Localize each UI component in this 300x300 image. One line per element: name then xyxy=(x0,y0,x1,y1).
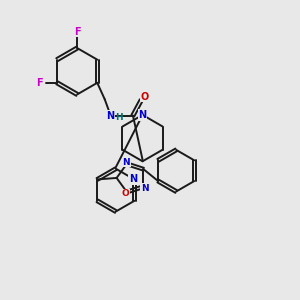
Text: H: H xyxy=(115,113,123,122)
Text: F: F xyxy=(74,27,80,37)
Text: O: O xyxy=(141,92,149,101)
Text: N: N xyxy=(141,184,148,193)
Text: N: N xyxy=(106,110,115,121)
Text: O: O xyxy=(122,189,130,198)
Text: N: N xyxy=(129,174,137,184)
Text: N: N xyxy=(139,110,147,120)
Text: N: N xyxy=(122,158,130,166)
Text: F: F xyxy=(37,78,43,88)
